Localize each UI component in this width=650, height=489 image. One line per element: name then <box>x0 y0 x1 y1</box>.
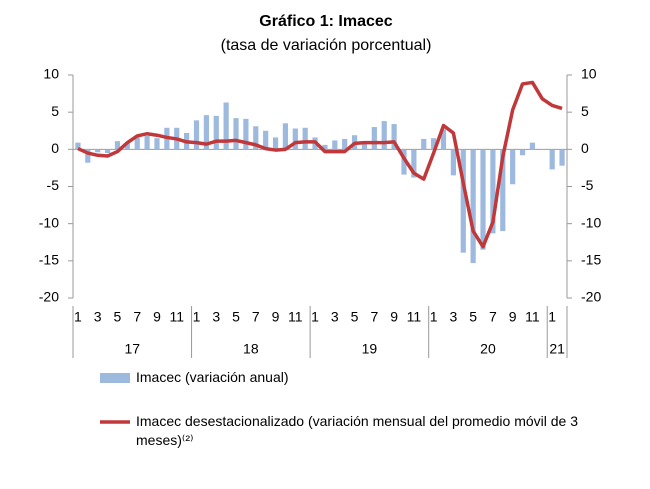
x-tick-label: 9 <box>153 309 161 325</box>
x-tick-label: 9 <box>272 309 280 325</box>
x-tick-label: 11 <box>525 309 540 325</box>
x-group-label: 19 <box>362 341 378 357</box>
bar <box>500 149 506 232</box>
x-tick-label: 3 <box>94 309 102 325</box>
x-tick-label: 1 <box>548 309 556 325</box>
x-tick-label: 11 <box>407 309 422 325</box>
bar <box>193 120 200 150</box>
x-tick-label: 5 <box>232 309 240 325</box>
x-group-label: 17 <box>124 341 140 357</box>
bar <box>401 149 407 175</box>
bar <box>470 149 476 264</box>
bar <box>332 140 338 150</box>
bar <box>302 127 308 150</box>
bar <box>282 123 289 150</box>
x-tick-label: 7 <box>133 309 141 325</box>
x-tick-label: 11 <box>288 309 303 325</box>
y2-tick-label: 5 <box>581 103 589 119</box>
bar <box>381 121 387 150</box>
legend-label: Imacec (variación anual) <box>136 369 289 385</box>
x-tick-label: 3 <box>331 309 339 325</box>
x-tick-label: 9 <box>390 309 398 325</box>
bar <box>223 102 229 150</box>
x-tick-label: 7 <box>252 309 260 325</box>
x-group-label: 20 <box>480 341 496 357</box>
bar <box>519 149 526 156</box>
bar <box>460 149 466 253</box>
bar <box>233 118 239 150</box>
x-group-label: 18 <box>243 341 259 357</box>
bar <box>361 141 368 150</box>
bar <box>391 124 397 150</box>
bar <box>559 149 565 166</box>
x-tick-label: 1 <box>311 309 319 325</box>
bar <box>431 138 437 150</box>
bar <box>292 128 298 150</box>
bar <box>203 115 209 150</box>
x-tick-label: 11 <box>169 309 184 325</box>
x-tick-label: 5 <box>469 309 477 325</box>
bar <box>322 144 328 150</box>
bar <box>272 137 279 150</box>
y-tick-label: -15 <box>39 252 59 268</box>
bar <box>440 129 447 150</box>
bar <box>144 135 150 150</box>
y2-tick-label: 0 <box>581 140 589 156</box>
bar <box>510 149 516 185</box>
x-tick-label: 1 <box>193 309 201 325</box>
legend-swatch <box>100 373 130 383</box>
bar <box>104 149 111 154</box>
y2-tick-label: -20 <box>581 289 601 305</box>
chart-title: Gráfico 1: Imacec <box>259 13 393 30</box>
bar <box>134 137 140 150</box>
bar <box>154 138 160 150</box>
bar <box>411 149 417 178</box>
bar <box>480 149 486 250</box>
bar <box>529 142 536 150</box>
y-tick-label: -5 <box>47 177 60 193</box>
bar <box>539 149 545 151</box>
y2-tick-label: -10 <box>581 214 601 230</box>
x-tick-label: 9 <box>509 309 517 325</box>
x-tick-label: 3 <box>212 309 220 325</box>
x-tick-label: 1 <box>74 309 82 325</box>
x-tick-label: 3 <box>449 309 457 325</box>
y2-tick-label: -5 <box>581 177 594 193</box>
bar <box>263 130 269 150</box>
x-tick-label: 1 <box>430 309 438 325</box>
y-tick-label: 5 <box>51 103 59 119</box>
y-tick-label: -10 <box>39 214 59 230</box>
bar <box>549 149 555 170</box>
line <box>77 80 563 249</box>
y-tick-label: 0 <box>51 140 59 156</box>
bar <box>421 138 427 150</box>
y-tick-label: 10 <box>43 66 59 82</box>
bar <box>124 143 130 150</box>
x-tick-label: 7 <box>370 309 378 325</box>
bar <box>213 115 219 150</box>
bar <box>114 141 121 150</box>
x-tick-label: 5 <box>351 309 359 325</box>
chart-subtitle: (tasa de variación porcentual) <box>221 37 432 54</box>
bar <box>95 149 101 153</box>
x-group-label: 21 <box>549 341 565 357</box>
y2-tick-label: 10 <box>581 66 597 82</box>
bar <box>85 149 91 163</box>
bar <box>371 127 377 150</box>
bar <box>253 126 259 150</box>
legend-label: Imacec desestacionalizado (variación men… <box>136 413 579 448</box>
x-tick-label: 5 <box>114 309 122 325</box>
x-tick-label: 7 <box>489 309 497 325</box>
bar <box>450 149 456 176</box>
y2-tick-label: -15 <box>581 252 601 268</box>
bar <box>243 118 249 150</box>
bar <box>342 138 348 150</box>
y-tick-label: -20 <box>39 289 59 305</box>
bar <box>490 149 496 234</box>
bar <box>75 142 81 150</box>
